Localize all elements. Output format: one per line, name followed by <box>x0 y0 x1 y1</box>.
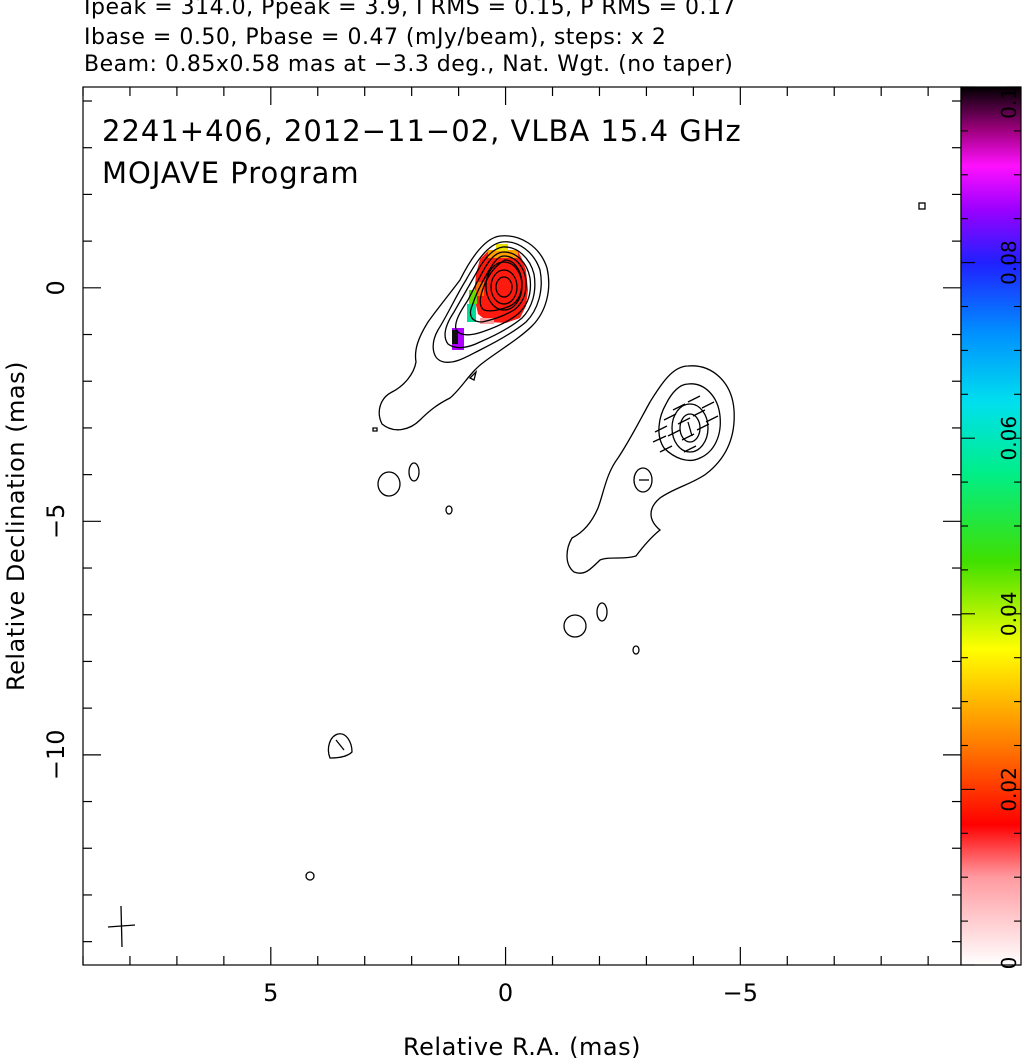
x-axis-label: Relative R.A. (mas) <box>403 1033 641 1061</box>
contour-dot <box>372 427 378 432</box>
colorbar-tick-label: 0.06 <box>997 416 1021 461</box>
polarization-cyan-edge <box>467 304 476 322</box>
contour-4 <box>454 251 532 336</box>
contour-island-5 <box>596 602 608 622</box>
y-axis-label: Relative Declination (mas) <box>2 361 30 691</box>
map-title: 2241+406, 2012−11−02, VLBA 15.4 GHz <box>102 114 742 148</box>
contour-island-3 <box>445 505 453 515</box>
y-tick-label: −10 <box>42 730 70 781</box>
contour-island-4 <box>563 614 587 638</box>
plot-frame <box>82 86 962 966</box>
contour-tail <box>468 369 478 381</box>
polarization-vectors <box>335 395 719 751</box>
contour-island-7 <box>327 733 353 759</box>
contour-jet-2 <box>658 383 721 462</box>
polarization-core-orange <box>488 250 518 258</box>
contour-island-9 <box>918 202 926 210</box>
colorbar-tick-labels: 0 0.02 0.04 0.06 0.08 0.1 <box>997 87 1021 969</box>
contour-island-6 <box>632 645 640 655</box>
polarization-blob-black <box>452 330 458 344</box>
y-tick-label: −5 <box>42 504 70 539</box>
colorbar-tick-label: 0 <box>997 957 1021 970</box>
contour-island-2 <box>408 462 420 482</box>
contour-7 <box>485 261 523 311</box>
polarization-orange-edge <box>476 282 484 296</box>
colorbar-tick-label: 0.1 <box>997 87 1021 119</box>
header-line-2: Ibase = 0.50, Pbase = 0.47 (mJy/beam), s… <box>84 25 667 50</box>
contour-2 <box>432 241 542 363</box>
colorbar-tick-label: 0.08 <box>997 240 1021 285</box>
contour-island-1 <box>377 471 401 497</box>
header-line-3: Beam: 0.85x0.58 mas at −3.3 deg., Nat. W… <box>84 52 734 77</box>
polarization-green-edge <box>469 290 477 304</box>
map-subtitle: MOJAVE Program <box>102 156 360 190</box>
contour-3 <box>444 246 536 349</box>
contour-jet-3 <box>671 403 709 453</box>
colorbar-tick-label: 0.02 <box>997 767 1021 812</box>
intensity-contours <box>305 202 926 881</box>
contour-8 <box>490 269 518 305</box>
axis-ticks <box>82 87 961 965</box>
y-tick-labels: 0 −5 −10 <box>42 280 70 780</box>
colorbar-tick-label: 0.04 <box>997 592 1021 637</box>
x-tick-label: −5 <box>723 979 758 1007</box>
x-tick-label: 5 <box>263 979 278 1007</box>
colorbar-ticks <box>961 86 1021 966</box>
contour-5 <box>469 255 527 323</box>
contour-outer <box>378 235 550 431</box>
header-line-1: Ipeak = 314.0, Ppeak = 3.9, I RMS = 0.15… <box>84 0 736 20</box>
colorbar <box>960 86 1022 966</box>
contour-jet-outer <box>566 365 735 574</box>
contour-jet-blob <box>633 467 653 493</box>
beam-cross <box>107 905 136 948</box>
x-tick-label: 0 <box>498 979 513 1007</box>
contour-island-8 <box>305 871 315 881</box>
y-tick-label: 0 <box>42 280 70 295</box>
x-tick-labels: 5 0 −5 <box>263 979 758 1007</box>
contour-9 <box>495 276 513 298</box>
